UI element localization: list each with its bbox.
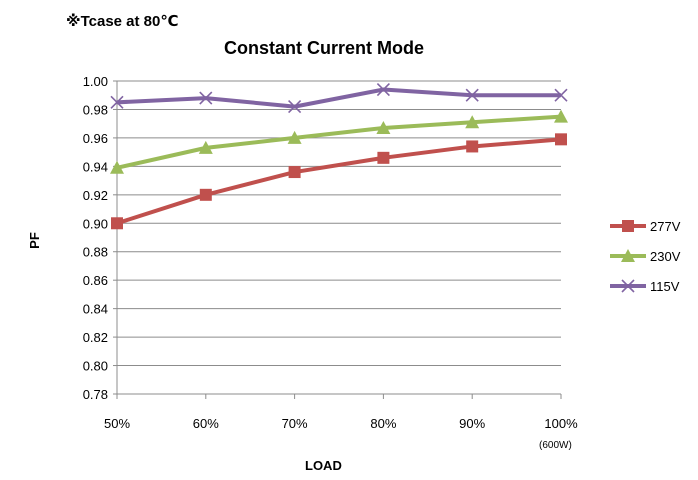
x-tick-label: 80% — [370, 416, 396, 431]
y-tick-label: 0.90 — [83, 216, 108, 231]
data-point-115V — [288, 100, 302, 114]
data-point-277V — [377, 151, 390, 164]
x-tick-sublabel: (600W) — [539, 440, 572, 451]
y-tick-label: 0.80 — [83, 359, 108, 374]
series-line-115V — [116, 87, 561, 109]
data-point-277V — [288, 166, 301, 179]
legend-label-277V: 277V — [650, 219, 681, 234]
data-point-230V — [287, 130, 302, 144]
data-point-115V — [110, 95, 124, 109]
y-tick-label: 0.92 — [83, 188, 108, 203]
data-point-277V — [466, 140, 479, 153]
data-point-230V — [465, 115, 480, 129]
y-tick-label: 0.96 — [83, 131, 108, 146]
y-tick-label: 0.82 — [83, 330, 108, 345]
series-line-230V — [116, 114, 562, 170]
data-point-115V — [199, 91, 213, 105]
data-point-230V — [198, 140, 213, 154]
chart-title: Constant Current Mode — [0, 38, 698, 59]
y-tick-label: 0.88 — [83, 245, 108, 260]
data-point-230V — [110, 160, 124, 174]
data-point-115V — [376, 82, 390, 97]
legend-marker-115V — [621, 279, 635, 293]
x-tick-label: 50% — [104, 416, 130, 431]
data-point-115V — [554, 88, 568, 102]
y-tick-label: 0.84 — [83, 302, 108, 317]
legend-marker-230V — [621, 249, 635, 262]
x-axis-label: LOAD — [305, 458, 342, 473]
y-tick-label: 0.86 — [83, 273, 108, 288]
x-tick-label: 100% — [544, 416, 578, 431]
x-tick-label: 90% — [459, 416, 485, 431]
y-tick-label: 0.78 — [83, 387, 108, 402]
legend-label-115V: 115V — [650, 279, 680, 294]
legend-label-230V: 230V — [650, 249, 681, 264]
y-tick-label: 0.94 — [83, 159, 108, 174]
data-point-115V — [465, 88, 479, 102]
y-tick-label: 0.98 — [83, 102, 108, 117]
chart-note: ※Tcase at 80℃ — [66, 13, 179, 30]
data-point-230V — [554, 109, 568, 123]
data-point-277V — [111, 217, 123, 230]
data-point-277V — [199, 188, 212, 201]
legend-marker-277V — [622, 220, 634, 232]
series-line-277V — [116, 137, 562, 226]
x-tick-label: 70% — [282, 416, 308, 431]
data-point-277V — [555, 133, 567, 146]
x-tick-label: 60% — [193, 416, 219, 431]
data-point-230V — [376, 120, 391, 134]
y-tick-label: 1.00 — [83, 74, 108, 89]
chart-title-text: Constant Current Mode — [224, 38, 424, 58]
